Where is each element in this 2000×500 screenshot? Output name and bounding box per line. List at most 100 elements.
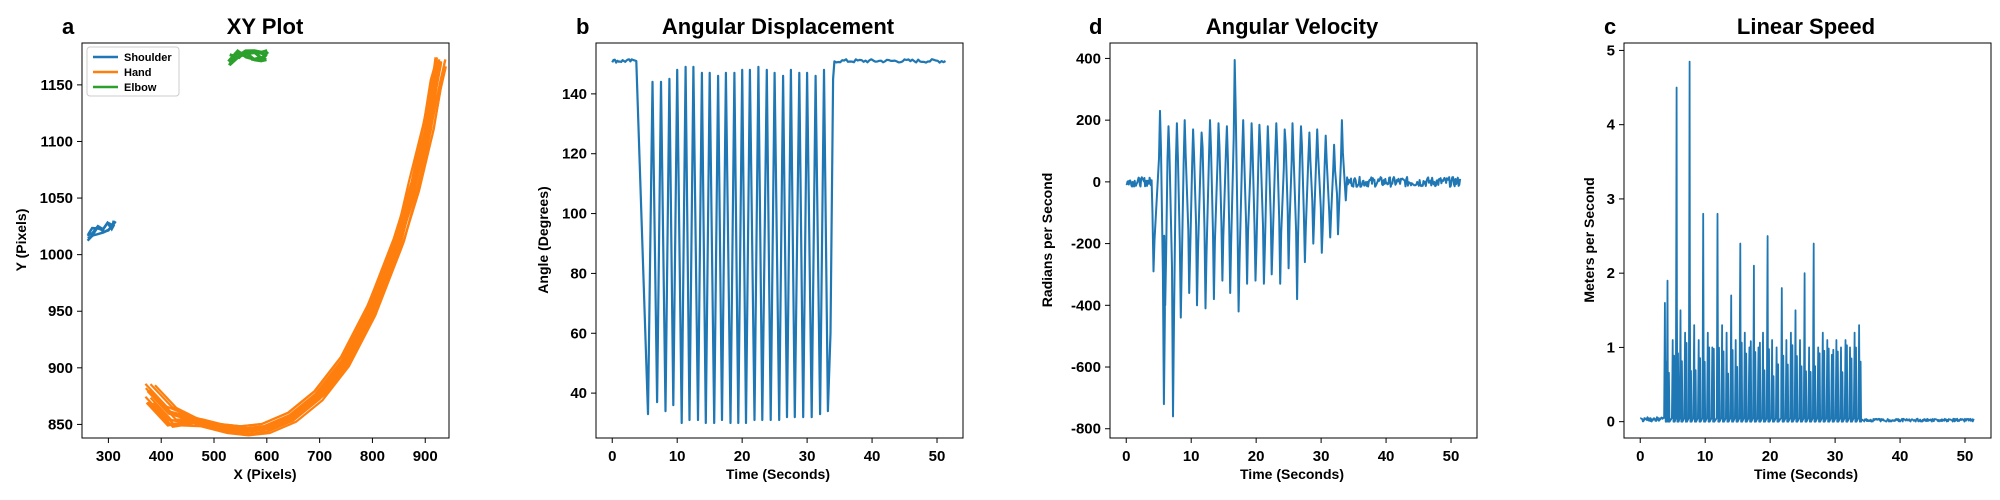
x-tick-label-xy: 300 bbox=[96, 448, 121, 465]
x-tick-label-angular-velocity: 40 bbox=[1378, 448, 1395, 465]
axes-frame-angular-displacement bbox=[595, 42, 964, 439]
x-tick-label-angular-velocity: 30 bbox=[1313, 448, 1330, 465]
x-axis-ticks-angular-displacement: 0 10 20 30 40 50 bbox=[608, 438, 945, 465]
axes-frame-linear-speed bbox=[1623, 42, 1992, 439]
x-axis-label-angular-displacement: Time (Seconds) bbox=[726, 466, 830, 482]
y-tick-label-linear-speed: 5 bbox=[1607, 42, 1615, 59]
plot-area-angular-displacement bbox=[611, 58, 947, 425]
y-tick-label-xy: 1000 bbox=[40, 247, 73, 264]
x-tick-label-xy: 600 bbox=[254, 448, 279, 465]
hand-trajectory-line bbox=[153, 59, 447, 430]
y-tick-label-angular-displacement: 60 bbox=[570, 325, 587, 342]
y-tick-label-angular-velocity: -600 bbox=[1071, 359, 1101, 376]
y-tick-label-angular-velocity: 0 bbox=[1093, 174, 1101, 191]
axes-frame-xy bbox=[81, 42, 450, 439]
x-tick-label-angular-velocity: 20 bbox=[1248, 448, 1265, 465]
x-tick-label-linear-speed: 10 bbox=[1697, 448, 1714, 465]
panel-xy-plot: a XY Plot 300 400 500 600 700 800 900 850 900 95… bbox=[13, 14, 450, 482]
x-tick-label-angular-displacement: 20 bbox=[734, 448, 751, 465]
panel-letter-a: a bbox=[62, 14, 75, 39]
y-axis-ticks-angular-velocity: -800 -600 -400 -200 0 200 400 bbox=[1071, 50, 1110, 438]
panel-linear-speed: c Linear Speed 0 10 20 30 40 50 0 1 2 3 4 5 Time (… bbox=[1581, 14, 1992, 482]
y-tick-label-angular-velocity: 400 bbox=[1076, 50, 1101, 67]
y-tick-label-linear-speed: 4 bbox=[1607, 117, 1616, 134]
x-tick-label-angular-displacement: 40 bbox=[864, 448, 881, 465]
speed-series-line bbox=[1639, 60, 1975, 423]
axes-frame-angular-velocity bbox=[1109, 42, 1478, 439]
x-tick-label-linear-speed: 0 bbox=[1636, 448, 1644, 465]
y-tick-label-linear-speed: 1 bbox=[1607, 339, 1615, 356]
x-tick-label-linear-speed: 40 bbox=[1892, 448, 1909, 465]
y-tick-label-angular-velocity: -400 bbox=[1071, 297, 1101, 314]
hand-trajectory-line bbox=[152, 66, 447, 437]
hand-trajectory-line bbox=[144, 57, 439, 428]
y-tick-label-linear-speed: 0 bbox=[1607, 414, 1615, 431]
plot-area-angular-velocity bbox=[1125, 59, 1462, 418]
y-tick-label-angular-displacement: 140 bbox=[562, 86, 587, 103]
y-tick-label-angular-displacement: 100 bbox=[562, 206, 587, 223]
y-tick-label-xy: 1050 bbox=[40, 190, 73, 207]
hand-trajectory-line bbox=[145, 59, 440, 431]
legend-box bbox=[86, 46, 180, 97]
y-tick-label-xy: 900 bbox=[48, 360, 73, 377]
x-tick-label-angular-velocity: 0 bbox=[1122, 448, 1130, 465]
y-tick-label-angular-displacement: 40 bbox=[570, 385, 587, 402]
plot-area-linear-speed bbox=[1639, 60, 1975, 423]
x-tick-label-angular-velocity: 10 bbox=[1183, 448, 1200, 465]
y-tick-label-angular-displacement: 120 bbox=[562, 146, 587, 163]
legend-label-hand: Hand bbox=[124, 67, 152, 79]
x-tick-label-angular-displacement: 30 bbox=[799, 448, 816, 465]
panel-title-linear-speed: Linear Speed bbox=[1737, 14, 1875, 39]
y-axis-label-angular-velocity: Radians per Second bbox=[1039, 173, 1055, 308]
y-tick-label-xy: 950 bbox=[48, 303, 73, 320]
x-tick-label-xy: 900 bbox=[413, 448, 438, 465]
x-tick-label-angular-velocity: 50 bbox=[1443, 448, 1460, 465]
y-tick-label-angular-displacement: 80 bbox=[570, 265, 587, 282]
elbow-trajectory-line bbox=[228, 51, 267, 67]
panel-letter-c: c bbox=[1604, 14, 1616, 39]
panel-letter-b: b bbox=[576, 14, 589, 39]
x-axis-ticks-angular-velocity: 0 10 20 30 40 50 bbox=[1122, 438, 1459, 465]
y-axis-label-linear-speed: Meters per Second bbox=[1581, 177, 1597, 302]
panel-title-angular-velocity: Angular Velocity bbox=[1206, 14, 1379, 39]
y-axis-label-xy: Y (Pixels) bbox=[13, 209, 29, 272]
y-tick-label-xy: 1100 bbox=[40, 133, 73, 150]
legend-label-shoulder: Shoulder bbox=[124, 52, 172, 64]
legend-label-elbow: Elbow bbox=[124, 82, 157, 94]
panel-angular-displacement: b Angular Displacement 0 10 20 30 40 50 40 60 8… bbox=[535, 14, 964, 482]
x-axis-label-xy: X (Pixels) bbox=[233, 466, 296, 482]
y-axis-label-angular-displacement: Angle (Degrees) bbox=[535, 186, 551, 293]
y-tick-label-linear-speed: 3 bbox=[1607, 191, 1615, 208]
x-tick-label-linear-speed: 50 bbox=[1957, 448, 1974, 465]
x-tick-label-xy: 400 bbox=[149, 448, 174, 465]
plot-area-xy bbox=[86, 48, 447, 437]
x-tick-label-xy: 500 bbox=[201, 448, 226, 465]
panel-letter-d: d bbox=[1089, 14, 1102, 39]
y-axis-ticks-xy: 850 900 950 1000 1050 1100 1150 bbox=[40, 77, 82, 433]
y-axis-ticks-angular-displacement: 40 60 80 100 120 140 bbox=[562, 86, 596, 402]
velocity-series-line bbox=[1125, 59, 1462, 418]
x-tick-label-angular-displacement: 10 bbox=[669, 448, 686, 465]
x-tick-label-xy: 800 bbox=[360, 448, 385, 465]
x-axis-label-linear-speed: Time (Seconds) bbox=[1754, 466, 1858, 482]
y-tick-label-linear-speed: 2 bbox=[1607, 265, 1615, 282]
x-axis-ticks-linear-speed: 0 10 20 30 40 50 bbox=[1636, 438, 1973, 465]
panel-angular-velocity: d Angular Velocity 0 10 20 30 40 50 -800-600-… bbox=[1039, 14, 1478, 482]
y-tick-label-angular-velocity: 200 bbox=[1076, 112, 1101, 129]
x-axis-ticks-xy: 300 400 500 600 700 800 900 bbox=[96, 438, 438, 465]
panel-title-angular-displacement: Angular Displacement bbox=[662, 14, 895, 39]
x-tick-label-xy: 700 bbox=[307, 448, 332, 465]
y-tick-label-xy: 1150 bbox=[40, 77, 73, 94]
angle-series-line bbox=[611, 58, 947, 425]
panel-title-xy-plot: XY Plot bbox=[227, 14, 304, 39]
legend: Shoulder Hand Elbow bbox=[86, 46, 180, 97]
y-tick-label-xy: 850 bbox=[48, 416, 73, 433]
x-axis-label-angular-velocity: Time (Seconds) bbox=[1240, 466, 1344, 482]
y-tick-label-angular-velocity: -200 bbox=[1071, 236, 1101, 253]
x-tick-label-linear-speed: 30 bbox=[1827, 448, 1844, 465]
y-axis-ticks-linear-speed: 0 1 2 3 4 5 bbox=[1607, 42, 1624, 431]
hand-trajectory-line bbox=[150, 62, 443, 433]
x-tick-label-angular-displacement: 50 bbox=[929, 448, 946, 465]
y-tick-label-angular-velocity: -800 bbox=[1071, 421, 1101, 438]
